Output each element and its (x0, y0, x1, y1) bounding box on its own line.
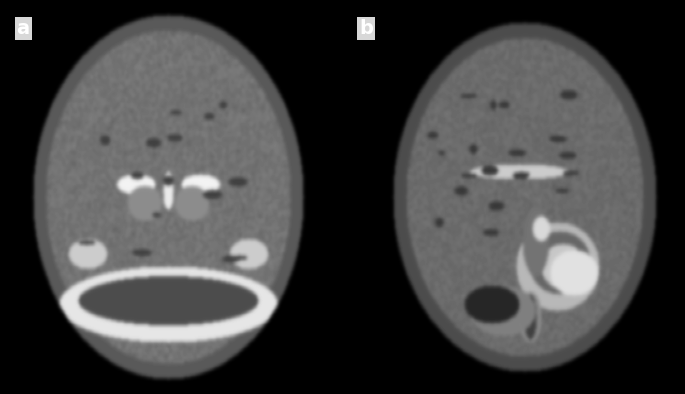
Text: b: b (359, 19, 373, 38)
Text: a: a (16, 19, 29, 38)
